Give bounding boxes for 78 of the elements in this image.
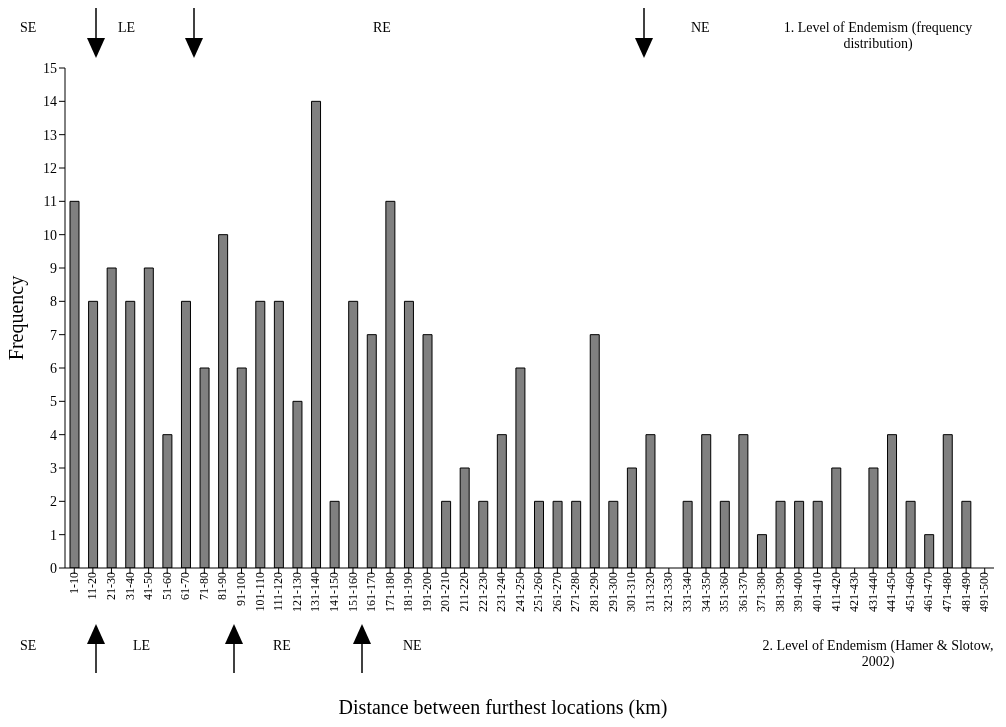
x-tick-label: 21-30 — [103, 572, 118, 600]
text: NE — [691, 20, 710, 36]
x-tick-label: 291-300 — [605, 572, 620, 612]
x-tick-label: 51-60 — [159, 572, 174, 600]
x-tick-label: 261-270 — [549, 572, 564, 612]
x-tick-label: 211-220 — [456, 572, 471, 612]
x-tick-label: 61-70 — [178, 572, 193, 600]
y-tick-label: 2 — [50, 494, 57, 510]
y-tick-label: 1 — [50, 527, 57, 543]
x-tick-label: 381-390 — [772, 572, 787, 612]
x-tick-label: 161-170 — [364, 572, 379, 612]
x-tick-label: 221-230 — [475, 572, 490, 612]
x-tick-label: 151-160 — [345, 572, 360, 612]
text: LE — [118, 20, 136, 36]
x-tick-label: 351-360 — [717, 572, 732, 612]
y-tick-label: 8 — [50, 294, 57, 310]
x-tick-label: 31-40 — [122, 572, 137, 600]
x-tick-label: 371-380 — [754, 572, 769, 612]
text: SE — [20, 638, 37, 654]
x-tick-label: 141-150 — [326, 572, 341, 612]
x-tick-label: 1-10 — [66, 572, 81, 594]
x-tick-label: 271-280 — [568, 572, 583, 612]
y-tick-label: 7 — [50, 327, 57, 343]
x-tick-label: 361-370 — [735, 572, 750, 612]
x-tick-label: 311-320 — [642, 572, 657, 612]
y-tick-label: 5 — [50, 394, 57, 410]
x-tick-label: 231-240 — [494, 572, 509, 612]
x-tick-label: 181-190 — [401, 572, 416, 612]
x-tick-label: 41-50 — [141, 572, 156, 600]
y-tick-label: 11 — [43, 194, 57, 210]
y-tick-label: 9 — [50, 260, 57, 276]
x-tick-label: 391-400 — [791, 572, 806, 612]
x-tick-label: 401-410 — [810, 572, 825, 612]
x-tick-label: 281-290 — [587, 572, 602, 612]
x-tick-label: 101-110 — [252, 572, 267, 612]
x-tick-label: 191-200 — [419, 572, 434, 612]
text: LE — [133, 638, 151, 654]
text: RE — [373, 20, 391, 36]
text: 1. Level of Endemism (frequency distribution) — [782, 20, 974, 52]
text: 2. Level of Endemism (Hamer & Slotow, 2002) — [761, 638, 995, 670]
x-tick-label: 201-210 — [438, 572, 453, 612]
x-tick-label: 491-500 — [977, 572, 992, 612]
x-tick-label: 301-310 — [624, 572, 639, 612]
x-tick-label: 331-340 — [679, 572, 694, 612]
text: RE — [273, 638, 291, 654]
x-tick-label: 251-260 — [531, 572, 546, 612]
x-tick-label: 131-140 — [308, 572, 323, 612]
x-tick-label: 421-430 — [847, 572, 862, 612]
x-tick-label: 11-20 — [85, 572, 100, 600]
x-tick-label: 91-100 — [234, 572, 249, 606]
x-tick-label: 461-470 — [921, 572, 936, 612]
x-tick-label: 111-120 — [271, 572, 286, 612]
x-tick-label: 451-460 — [902, 572, 917, 612]
y-axis-title: Frequency — [5, 275, 29, 361]
x-tick-label: 411-420 — [828, 572, 843, 612]
y-tick-label: 12 — [43, 160, 57, 176]
x-tick-label: 171-180 — [382, 572, 397, 612]
x-tick-label: 121-130 — [289, 572, 304, 612]
x-tick-label: 481-490 — [958, 572, 973, 612]
x-tick-label: 241-250 — [512, 572, 527, 612]
x-tick-label: 441-450 — [884, 572, 899, 612]
text: NE — [403, 638, 422, 654]
y-tick-label: 10 — [43, 227, 57, 243]
text: SE — [20, 20, 37, 36]
x-axis-title: Distance between furthest locations (km) — [337, 696, 669, 719]
x-tick-label: 431-440 — [865, 572, 880, 612]
x-tick-label: 71-80 — [196, 572, 211, 600]
x-tick-label: 81-90 — [215, 572, 230, 600]
y-tick-label: 3 — [50, 460, 57, 476]
x-tick-label: 321-330 — [661, 572, 676, 612]
y-tick-label: 14 — [43, 94, 57, 110]
y-tick-label: 4 — [50, 427, 57, 443]
y-tick-label: 0 — [50, 560, 57, 576]
x-tick-label: 471-480 — [940, 572, 955, 612]
y-tick-label: 13 — [43, 127, 57, 143]
y-tick-label: 6 — [50, 360, 57, 376]
y-tick-label: 15 — [43, 60, 57, 76]
x-tick-label: 341-350 — [698, 572, 713, 612]
